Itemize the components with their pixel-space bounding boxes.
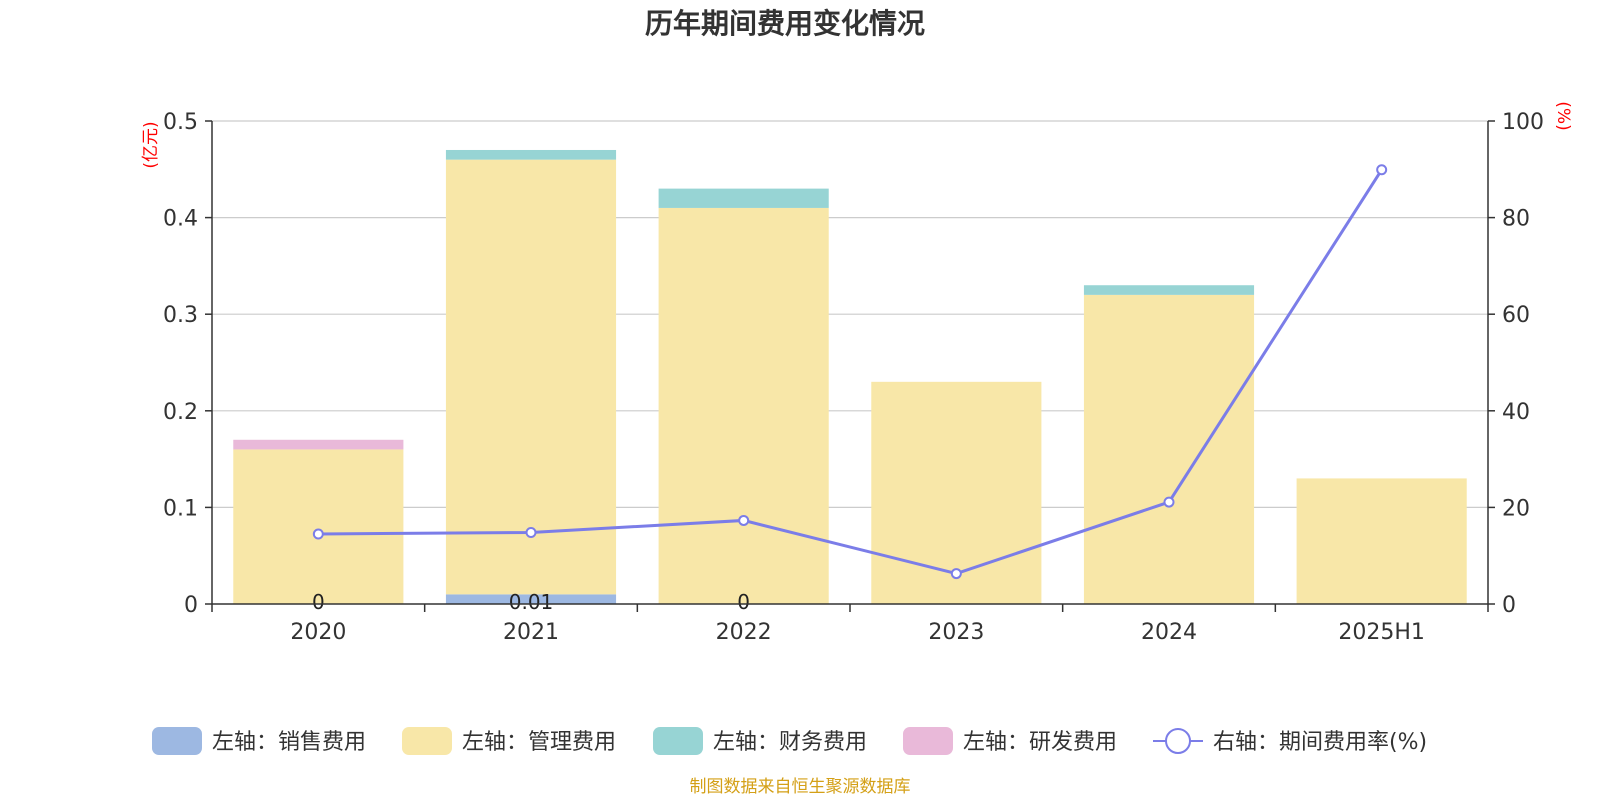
legend-swatch [653,727,703,755]
left-axis-tick-label: 0.1 [163,496,198,521]
data-label: 0.01 [509,590,554,614]
right-axis-unit: (%) [1553,101,1573,130]
x-axis-tick-label: 2024 [1141,620,1197,645]
bar [445,149,617,160]
legend-label: 左轴：财务费用 [713,730,867,755]
legend-swatch [152,727,202,755]
bar [871,381,1042,604]
right-axis-tick-label: 0 [1502,593,1516,618]
line-point [312,528,324,540]
x-axis-tick-label: 2023 [928,620,984,645]
legend-label: 右轴：期间费用率(%) [1213,730,1427,755]
x-axis-tick-label: 2025H1 [1338,620,1425,645]
right-axis-tick-label: 20 [1502,496,1530,521]
legend: 左轴：销售费用 左轴：管理费用 左轴：财务费用 左轴：研发费用 右轴：期间费用率(%) [152,727,1427,755]
left-axis-unit: (亿元) [141,121,161,168]
bar [233,449,404,604]
line-point [1163,496,1175,508]
left-axis-tick-label: 0.2 [163,400,198,425]
bar [233,439,404,450]
data-labels: 0 0.01 0 [312,590,750,614]
bar [658,188,829,208]
bar [445,594,617,604]
line-point [738,514,750,526]
axes: 0 0.1 0.2 0.3 0.4 0.5 0 20 40 60 80 100 2020 2021 2022… [163,110,1544,645]
right-axis-tick-label: 100 [1502,110,1544,135]
line-point [525,527,537,539]
left-axis-tick-label: 0.4 [163,207,198,232]
legend-label: 左轴：管理费用 [462,730,616,755]
line-path [318,168,1383,576]
line-point [1376,164,1388,176]
bar [1296,478,1467,604]
legend-swatch [903,727,953,755]
left-axis-tick-label: 0.5 [163,110,198,135]
right-axis-tick-label: 60 [1502,303,1530,328]
source-note: 制图数据来自恒生聚源数据库 [690,777,911,797]
bar [445,159,617,595]
line-point [950,568,962,580]
x-axis-tick-label: 2021 [503,620,559,645]
legend-label: 左轴：销售费用 [212,730,366,755]
left-axis-tick-label: 0 [184,593,198,618]
line-series [312,164,1388,580]
bar [1083,294,1255,604]
legend-marker [1165,728,1191,754]
right-axis-tick-label: 40 [1502,400,1530,425]
bar [1083,285,1255,295]
bar [658,207,829,604]
left-axis-tick-label: 0.3 [163,303,198,328]
chart-title: 历年期间费用变化情况 [645,7,925,40]
bar-series [233,149,1467,604]
right-axis-tick-label: 80 [1502,207,1530,232]
grid-lines [212,120,1488,508]
data-label: 0 [312,590,325,614]
legend-swatch [402,727,452,755]
data-label: 0 [737,590,750,614]
legend-label: 左轴：研发费用 [963,730,1117,755]
x-axis-tick-label: 2020 [290,620,346,645]
x-axis-tick-label: 2022 [716,620,772,645]
